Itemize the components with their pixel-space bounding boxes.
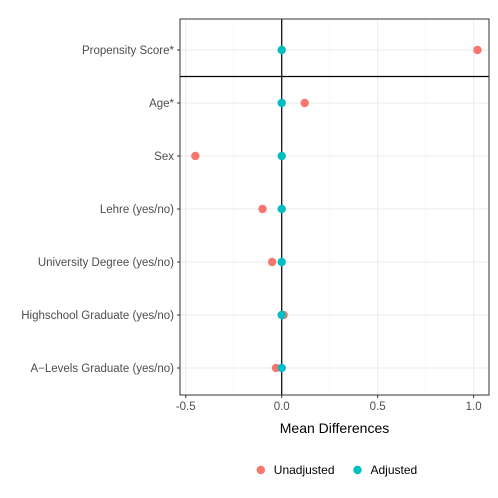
point-adjusted	[277, 98, 286, 108]
y-tick-label: Sex	[154, 151, 174, 163]
legend-key-unadjusted	[256, 465, 265, 475]
x-axis: -0.5 0.0 0.5 1.0	[176, 395, 482, 413]
point-adjusted	[277, 204, 286, 214]
point-unadjusted	[191, 151, 200, 161]
point-unadjusted	[267, 257, 277, 267]
points-layer	[191, 45, 482, 373]
legend-label-adjusted: Adjusted	[371, 463, 418, 477]
point-unadjusted	[473, 45, 482, 55]
point-adjusted	[277, 151, 286, 161]
y-tick-label: A−Levels Graduate (yes/no)	[30, 363, 174, 375]
point-unadjusted	[258, 204, 267, 214]
point-adjusted	[277, 363, 286, 373]
point-adjusted	[277, 310, 286, 320]
y-tick-label: Lehre (yes/no)	[100, 204, 174, 216]
grid-layer	[180, 19, 489, 395]
point-adjusted	[277, 257, 286, 267]
y-tick-label: University Degree (yes/no)	[38, 257, 174, 269]
panel-border	[179, 18, 490, 396]
legend-label-unadjusted: Unadjusted	[274, 463, 335, 477]
y-tick-label: Highschool Graduate (yes/no)	[21, 310, 174, 322]
x-tick-label: -0.5	[176, 401, 196, 413]
x-axis-title: Mean Differences	[280, 420, 389, 436]
legend: Unadjusted Adjusted	[256, 463, 418, 477]
y-axis: Propensity Score* Age* Sex Lehre (yes/no) Un…	[21, 45, 180, 375]
x-tick-label: 0.5	[370, 401, 386, 413]
point-adjusted	[277, 45, 286, 55]
y-tick-label: Age*	[149, 98, 174, 110]
y-tick-label: Propensity Score*	[82, 45, 175, 57]
legend-key-adjusted	[353, 465, 362, 475]
point-unadjusted	[300, 98, 309, 108]
point-unadjusted	[271, 363, 281, 373]
x-tick-label: 1.0	[466, 401, 482, 413]
x-tick-label: 0.0	[274, 401, 290, 413]
